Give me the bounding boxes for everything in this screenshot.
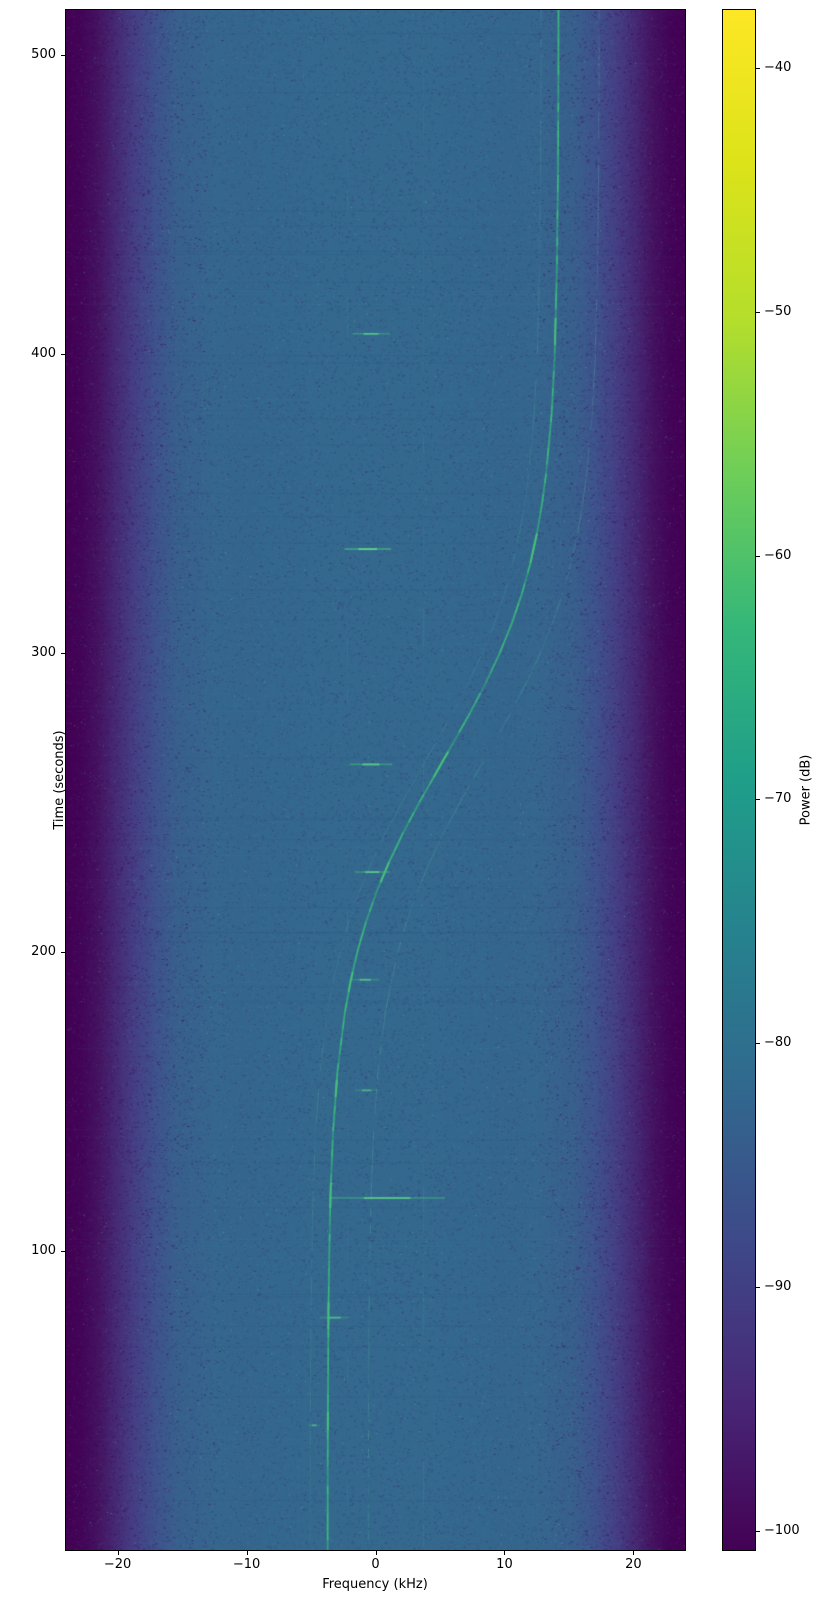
x-tickmark	[117, 1551, 119, 1555]
colorbar-tickmark	[756, 799, 760, 801]
colorbar-tick-label: −100	[764, 1522, 800, 1538]
x-tick-label: 20	[625, 1557, 642, 1572]
x-tick-label: 0	[371, 1557, 380, 1572]
y-tickmark	[61, 951, 65, 953]
x-tickmark	[504, 1551, 506, 1555]
colorbar-tickmark	[756, 1043, 760, 1045]
colorbar-tickmark	[756, 68, 760, 70]
colorbar-label: Power (dB)	[798, 754, 814, 826]
y-tickmark	[61, 652, 65, 654]
x-tick-label: −10	[232, 1557, 261, 1572]
colorbar-tick-label: −70	[764, 791, 792, 807]
colorbar-tick-label: −50	[764, 304, 792, 320]
colorbar-tickmark	[756, 1286, 760, 1288]
plot-area	[65, 9, 686, 1551]
y-tickmark	[61, 353, 65, 355]
x-tickmark	[246, 1551, 248, 1555]
colorbar-tickmark	[756, 555, 760, 557]
x-tick-label: 10	[496, 1557, 513, 1572]
colorbar-tick-label: −40	[764, 60, 792, 76]
y-tick-label: 500	[31, 46, 56, 62]
x-axis-label: Frequency (kHz)	[322, 1577, 428, 1592]
colorbar-tick-label: −80	[764, 1035, 792, 1051]
colorbar-tickmark	[756, 312, 760, 314]
x-tickmark	[633, 1551, 635, 1555]
y-tick-label: 400	[31, 345, 56, 361]
colorbar-tickmark	[756, 1530, 760, 1532]
colorbar	[722, 9, 756, 1551]
colorbar-tick-label: −90	[764, 1278, 792, 1294]
y-tick-label: 300	[31, 644, 56, 660]
y-tickmark	[61, 1250, 65, 1252]
x-tickmark	[375, 1551, 377, 1555]
x-tick-label: −20	[103, 1557, 132, 1572]
colorbar-tick-label: −60	[764, 547, 792, 563]
y-tickmark	[61, 54, 65, 56]
spectrogram-canvas	[66, 10, 685, 1550]
y-tick-label: 100	[31, 1242, 56, 1258]
y-tick-label: 200	[31, 943, 56, 959]
